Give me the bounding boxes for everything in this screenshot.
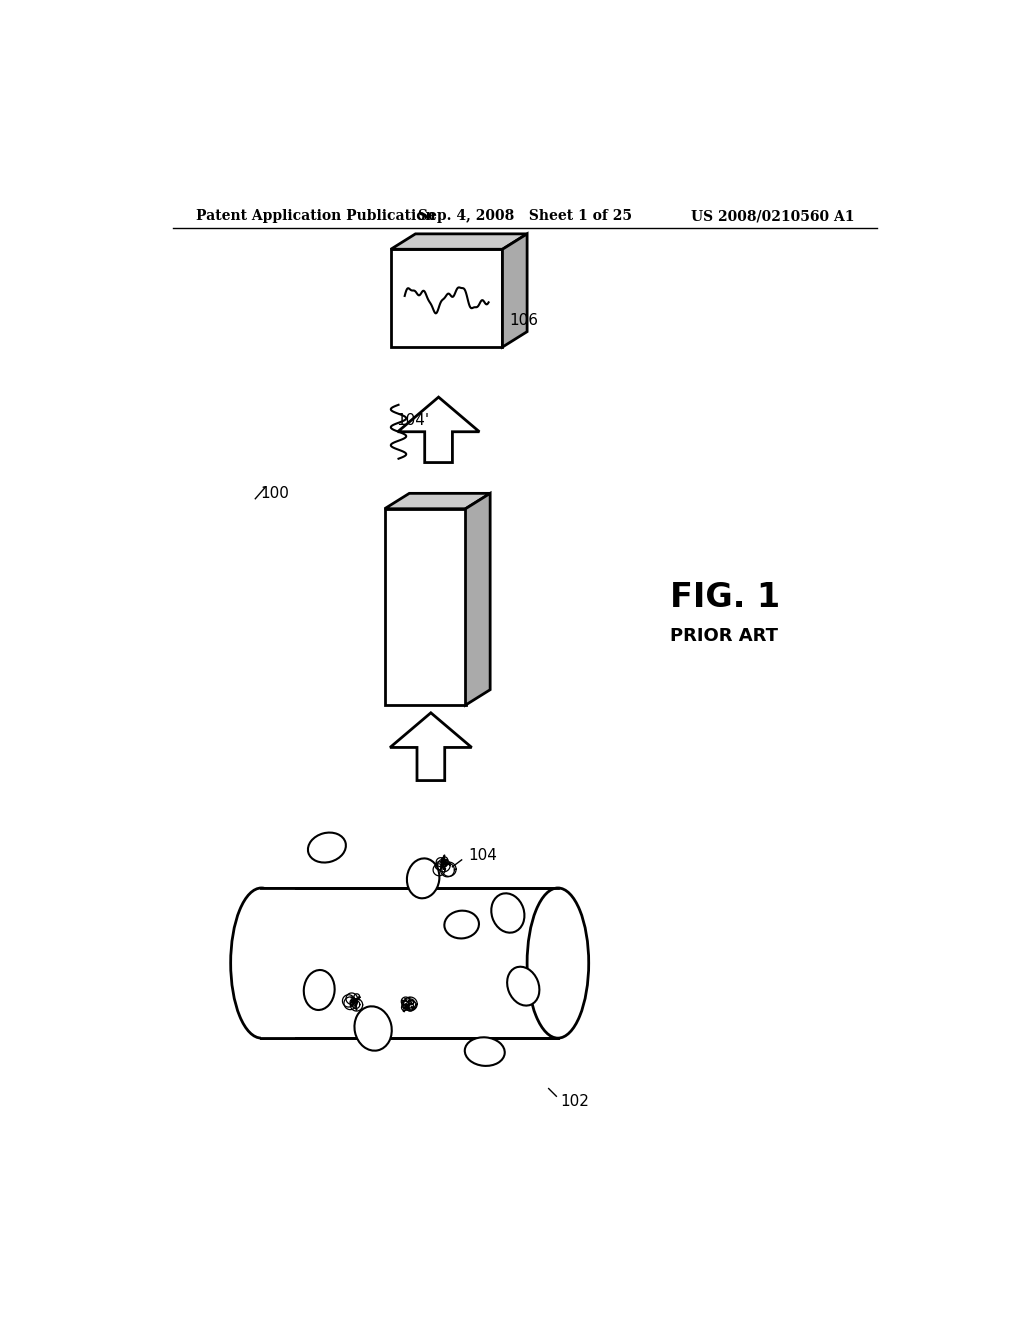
Text: 100: 100 — [260, 486, 289, 500]
Polygon shape — [466, 494, 490, 705]
Bar — [261, 888, 558, 1038]
Text: 106: 106 — [509, 313, 539, 327]
Polygon shape — [390, 713, 472, 780]
Polygon shape — [385, 494, 490, 508]
Text: US 2008/0210560 A1: US 2008/0210560 A1 — [691, 209, 854, 223]
Text: 102: 102 — [560, 1094, 589, 1109]
Text: 104: 104 — [468, 847, 497, 863]
Polygon shape — [391, 234, 527, 249]
Text: FIG. 1: FIG. 1 — [670, 581, 779, 614]
Text: 104': 104' — [396, 413, 429, 428]
Polygon shape — [503, 234, 527, 347]
Text: Sep. 4, 2008   Sheet 1 of 25: Sep. 4, 2008 Sheet 1 of 25 — [418, 209, 632, 223]
Ellipse shape — [308, 833, 346, 862]
Ellipse shape — [444, 911, 479, 939]
Ellipse shape — [230, 888, 292, 1038]
Bar — [261, 888, 295, 1038]
Ellipse shape — [465, 1038, 505, 1065]
Bar — [391, 249, 503, 347]
Text: PRIOR ART: PRIOR ART — [670, 627, 777, 644]
Text: Patent Application Publication: Patent Application Publication — [196, 209, 435, 223]
Bar — [385, 508, 466, 705]
Ellipse shape — [354, 1006, 392, 1051]
Ellipse shape — [492, 894, 524, 933]
Ellipse shape — [527, 888, 589, 1038]
Polygon shape — [397, 397, 479, 462]
Ellipse shape — [507, 966, 540, 1006]
Ellipse shape — [304, 970, 335, 1010]
Ellipse shape — [407, 858, 439, 899]
